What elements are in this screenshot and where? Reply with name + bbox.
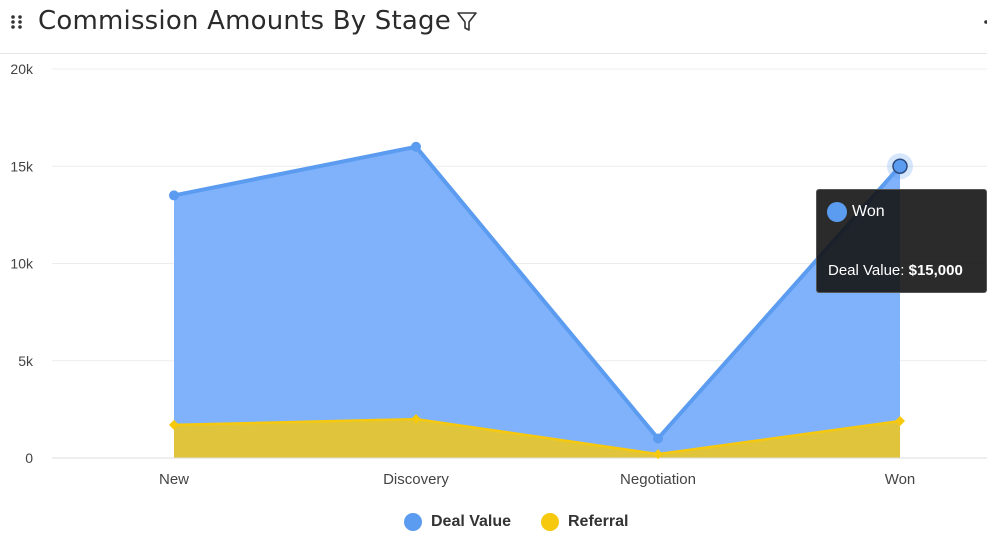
tooltip-label: Deal Value: — [828, 262, 905, 279]
x-tick-label: Discovery — [383, 471, 449, 488]
tooltip-series-dot — [827, 202, 847, 222]
y-tick-label: 20k — [10, 61, 34, 77]
chart-legend: Deal Value Referral — [0, 510, 987, 534]
legend-dot-deal-value — [404, 513, 422, 531]
data-tooltip: Won Deal Value: $15,000 — [816, 189, 987, 293]
x-tick-label: Won — [885, 471, 916, 488]
legend-item-referral[interactable]: Referral — [541, 510, 628, 534]
legend-label: Deal Value — [431, 513, 512, 530]
line-deal-value — [173, 144, 902, 441]
y-tick-label: 10k — [10, 256, 34, 272]
y-tick-label: 15k — [10, 158, 34, 174]
y-axis: 0 5k 10k 15k 20k — [10, 61, 34, 466]
y-tick-label: 0 — [25, 450, 33, 466]
x-tick-label: Negotiation — [620, 471, 696, 488]
point-deal-value — [411, 141, 421, 152]
point-deal-value — [169, 190, 179, 201]
area-chart: 0 5k 10k 15k 20k New Discovery Negotiation Won — [10, 61, 987, 488]
x-axis: New Discovery Negotiation Won — [52, 457, 987, 488]
point-referral — [411, 414, 421, 425]
series-points — [169, 141, 913, 460]
y-tick-label: 5k — [18, 353, 34, 369]
legend-label: Referral — [568, 513, 629, 530]
point-referral — [653, 449, 663, 460]
point-deal-value — [653, 433, 663, 444]
point-referral — [169, 419, 179, 430]
line-referral — [173, 417, 901, 456]
chart-title: Commission Amounts By Stage — [38, 6, 451, 36]
chart-header: Commission Amounts By Stage — [0, 0, 987, 54]
tooltip-title: Won — [852, 203, 885, 220]
area-deal-value — [174, 146, 900, 459]
tooltip-line: Deal Value: $15,000 — [828, 262, 963, 279]
series-areas — [173, 144, 902, 459]
point-deal-value — [892, 158, 908, 174]
legend-item-deal-value[interactable]: Deal Value — [404, 510, 511, 534]
drag-handle-icon[interactable] — [9, 14, 25, 30]
tooltip-value: $15,000 — [908, 262, 963, 279]
point-referral — [895, 416, 905, 427]
filter-icon[interactable] — [456, 10, 478, 34]
area-referral — [174, 419, 900, 458]
legend-dot-referral — [541, 513, 559, 531]
x-tick-label: New — [159, 471, 189, 488]
more-icon[interactable] — [980, 14, 987, 30]
